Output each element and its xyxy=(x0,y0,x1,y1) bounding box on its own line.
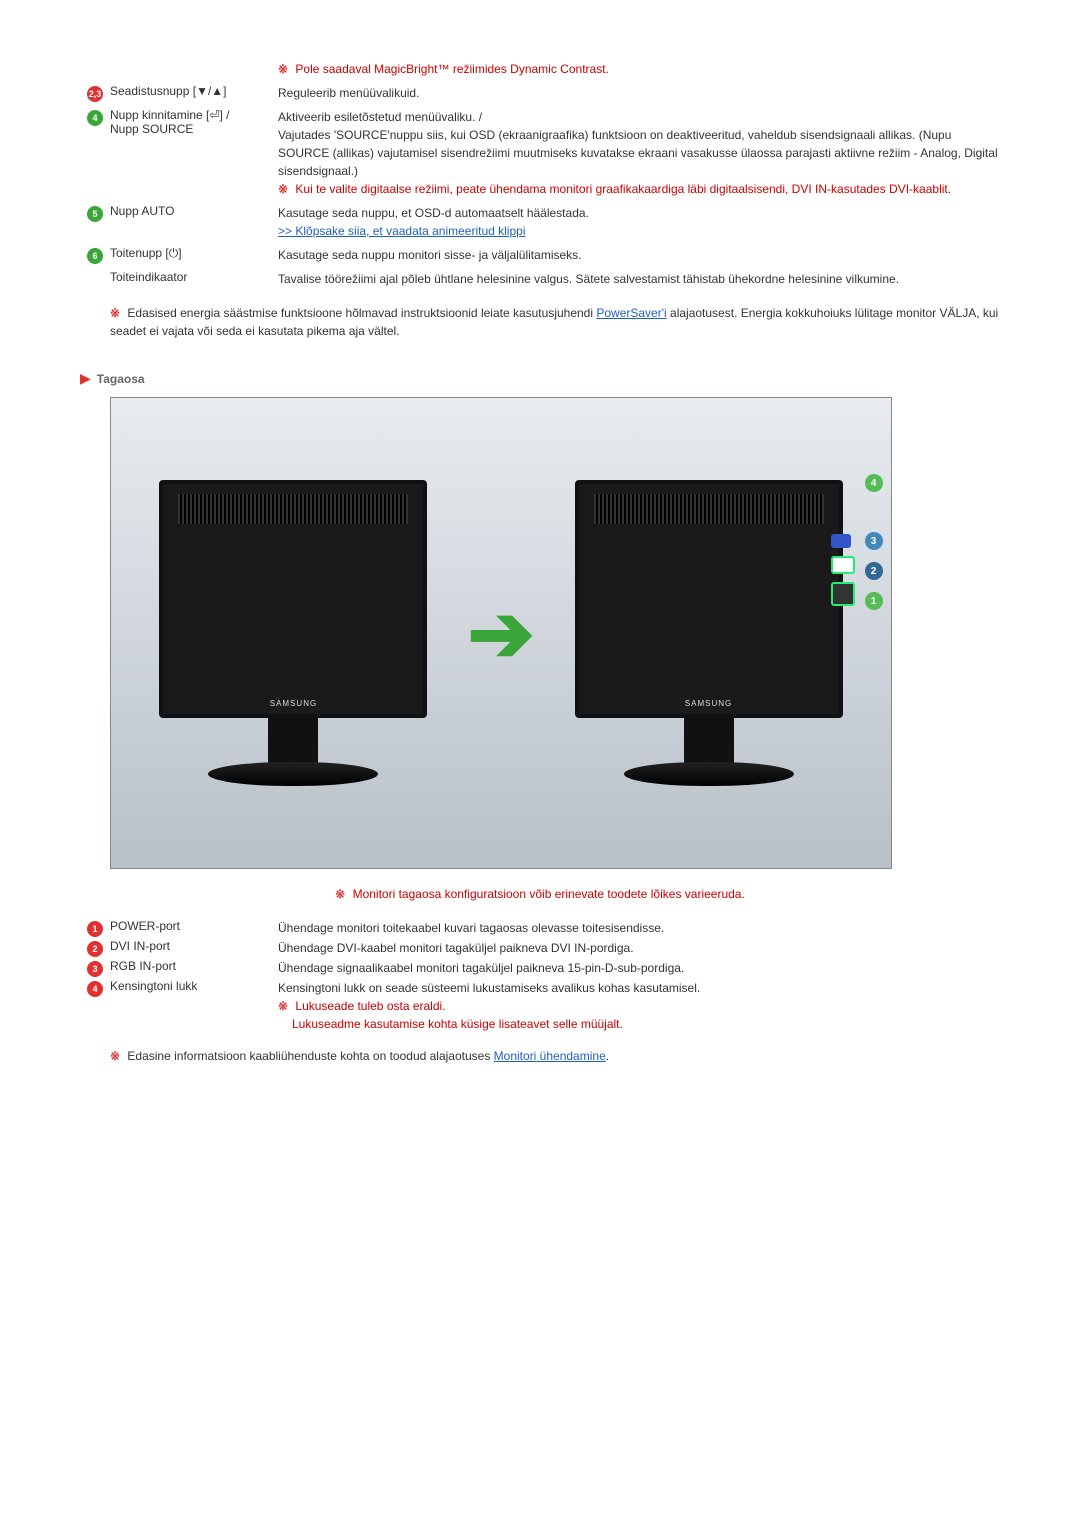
port-row-3: 3 RGB IN-port Ühendage signaalikaabel mo… xyxy=(80,959,1000,977)
bullet-port-3: 3 xyxy=(87,961,103,977)
control-label: Nupp AUTO xyxy=(110,204,278,218)
config-variation-note: ※ Monitori tagaosa konfiguratsioon võib … xyxy=(80,887,1000,901)
arrow-right-icon: ➔ xyxy=(467,587,534,680)
control-desc: Kasutage seda nuppu monitori sisse- ja v… xyxy=(278,246,1000,264)
powersaver-link[interactable]: PowerSaver'i xyxy=(596,306,666,320)
bullet-5: 5 xyxy=(87,206,103,222)
monitor-logo: SAMSUNG xyxy=(270,699,317,708)
asterisk-icon: ※ xyxy=(110,306,120,320)
control-label: Toitenupp [⏻] xyxy=(110,246,278,261)
control-desc: Reguleerib menüüvalikuid. xyxy=(278,84,1000,102)
bullet-port-2: 2 xyxy=(87,941,103,957)
ports-list: 1 POWER-port Ühendage monitori toitekaab… xyxy=(80,919,1000,1033)
control-label: Nupp kinnitamine [⏎] / Nupp SOURCE xyxy=(110,108,278,136)
port-desc: Kensingtoni lukk on seade süsteemi lukus… xyxy=(278,979,1000,1033)
control-row-6: 6 Toitenupp [⏻] Kasutage seda nuppu moni… xyxy=(80,246,1000,264)
asterisk-icon: ※ xyxy=(110,1049,120,1063)
control-row-23: 2,3 Seadistusnupp [▼/▲] Reguleerib menüü… xyxy=(80,84,1000,102)
callout-4: 4 xyxy=(865,474,883,492)
port-label: Kensingtoni lukk xyxy=(110,979,278,993)
asterisk-icon: ※ xyxy=(278,999,288,1013)
control-desc: Aktiveerib esiletõstetud menüüvaliku. / … xyxy=(278,108,1000,198)
top-magicbright-note: ※ Pole saadaval MagicBright™ režiimides … xyxy=(80,60,1000,78)
control-row-5: 5 Nupp AUTO Kasutage seda nuppu, et OSD-… xyxy=(80,204,1000,240)
port-label: POWER-port xyxy=(110,919,278,933)
monitor-back-plain: SAMSUNG xyxy=(159,480,427,786)
bullet-4: 4 xyxy=(87,110,103,126)
monitor-connection-link[interactable]: Monitori ühendamine xyxy=(494,1049,606,1063)
rear-view-diagram: SAMSUNG ➔ SAMSUNG 4 3 2 1 xyxy=(110,397,892,869)
asterisk-icon: ※ xyxy=(278,62,288,76)
port-desc: Ühendage monitori toitekaabel kuvari tag… xyxy=(278,919,1000,937)
control-label: Seadistusnupp [▼/▲] xyxy=(110,84,278,98)
monitor-logo: SAMSUNG xyxy=(685,699,732,708)
control-row-indicator: Toiteindikaator Tavalise töörežiimi ajal… xyxy=(80,270,1000,288)
controls-list: 2,3 Seadistusnupp [▼/▲] Reguleerib menüü… xyxy=(80,84,1000,288)
port-desc: Ühendage DVI-kaabel monitori tagaküljel … xyxy=(278,939,1000,957)
asterisk-icon: ※ xyxy=(335,887,345,901)
port-dvi xyxy=(831,556,855,574)
port-rgb xyxy=(831,534,851,548)
bullet-port-4: 4 xyxy=(87,981,103,997)
port-label: RGB IN-port xyxy=(110,959,278,973)
monitor-back-ports: SAMSUNG 4 3 2 1 xyxy=(575,480,843,786)
callout-3: 3 xyxy=(865,532,883,550)
callout-2: 2 xyxy=(865,562,883,580)
bullet-23: 2,3 xyxy=(87,86,103,102)
control-label: Toiteindikaator xyxy=(110,270,278,284)
control-desc: Kasutage seda nuppu, et OSD-d automaatse… xyxy=(278,204,1000,240)
energy-note: ※ Edasised energia säästmise funktsioone… xyxy=(110,304,1000,340)
bullet-port-1: 1 xyxy=(87,921,103,937)
bullet-6: 6 xyxy=(87,248,103,264)
port-row-4: 4 Kensingtoni lukk Kensingtoni lukk on s… xyxy=(80,979,1000,1033)
animation-link[interactable]: >> Klõpsake siia, et vaadata animeeritud… xyxy=(278,224,525,238)
section-arrow-icon: ▶ xyxy=(80,370,91,387)
port-label: DVI IN-port xyxy=(110,939,278,953)
callout-1: 1 xyxy=(865,592,883,610)
port-desc: Ühendage signaalikaabel monitori tagakül… xyxy=(278,959,1000,977)
port-row-1: 1 POWER-port Ühendage monitori toitekaab… xyxy=(80,919,1000,937)
port-power xyxy=(831,582,855,606)
control-note: Kui te valite digitaalse režiimi, peate … xyxy=(295,182,951,196)
control-row-4: 4 Nupp kinnitamine [⏎] / Nupp SOURCE Akt… xyxy=(80,108,1000,198)
control-desc: Tavalise töörežiimi ajal põleb ühtlane h… xyxy=(278,270,1000,288)
asterisk-icon: ※ xyxy=(278,182,288,196)
section-title: Tagaosa xyxy=(97,372,145,386)
top-note-text: Pole saadaval MagicBright™ režiimides Dy… xyxy=(295,62,608,76)
section-header-tagaosa: ▶ Tagaosa xyxy=(80,370,1000,387)
port-row-2: 2 DVI IN-port Ühendage DVI-kaabel monito… xyxy=(80,939,1000,957)
footer-connection-note: ※ Edasine informatsioon kaabliühenduste … xyxy=(110,1047,1000,1065)
